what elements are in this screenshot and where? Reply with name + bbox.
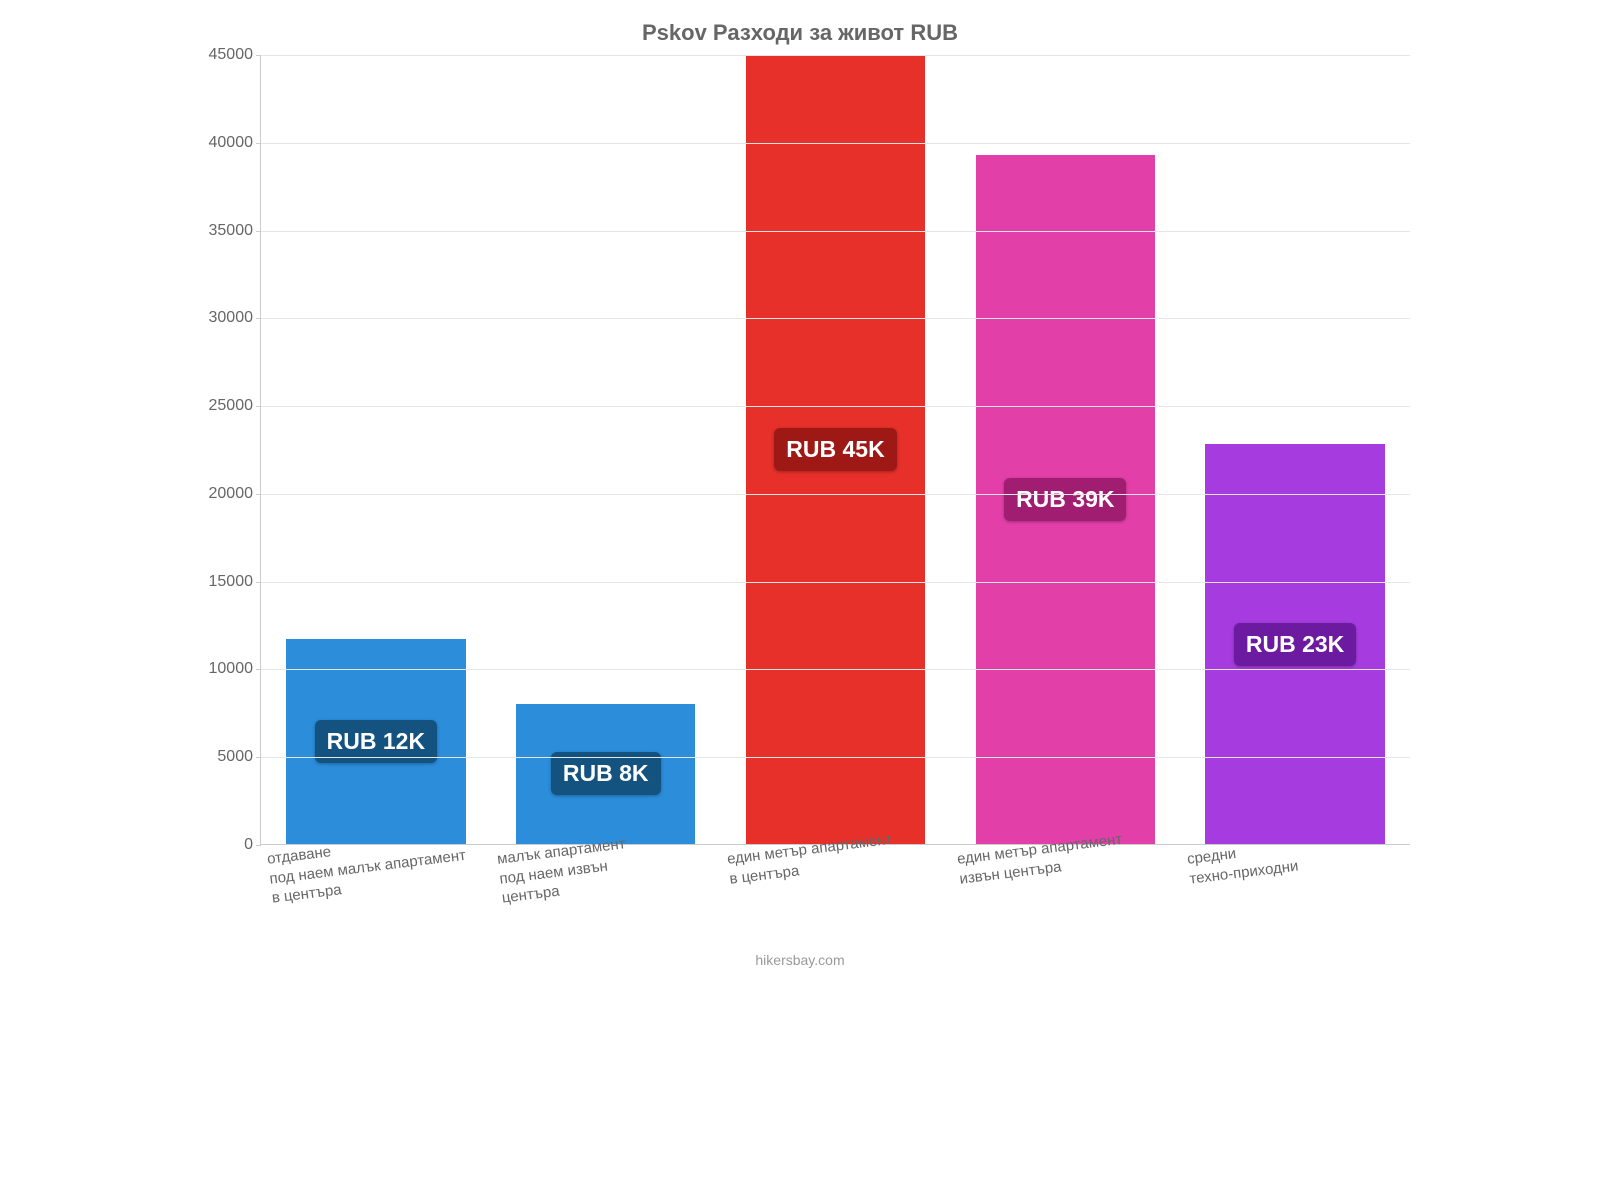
chart-container: Pskov Разходи за живот RUB RUB 12K RUB 8K… <box>160 0 1440 980</box>
y-tick-mark <box>256 318 261 319</box>
bar-value-label: RUB 45K <box>774 428 896 471</box>
bar-slot: RUB 23K <box>1180 55 1410 844</box>
y-tick-mark <box>256 757 261 758</box>
bar: RUB 45K <box>746 55 925 844</box>
y-tick-label: 5000 <box>217 748 253 766</box>
y-tick-mark <box>256 669 261 670</box>
grid-line <box>261 143 1410 144</box>
x-axis-label: малък апартамент под наем извън центъра <box>496 834 631 908</box>
y-tick-label: 25000 <box>209 397 254 415</box>
y-tick-mark <box>256 143 261 144</box>
bars-group: RUB 12K RUB 8K RUB 45K RUB 39K RUB 23K <box>261 55 1410 844</box>
y-tick-mark <box>256 845 261 846</box>
bar-value-label: RUB 39K <box>1004 478 1126 521</box>
y-tick-mark <box>256 55 261 56</box>
grid-line <box>261 757 1410 758</box>
bar-slot: RUB 12K <box>261 55 491 844</box>
y-tick-label: 15000 <box>209 573 254 591</box>
bar-slot: RUB 45K <box>721 55 951 844</box>
bar: RUB 23K <box>1205 444 1384 844</box>
y-tick-label: 35000 <box>209 222 254 240</box>
y-tick-label: 45000 <box>209 46 254 64</box>
grid-line <box>261 494 1410 495</box>
y-tick-label: 10000 <box>209 660 254 678</box>
y-tick-mark <box>256 582 261 583</box>
bar-value-label: RUB 8K <box>551 752 661 795</box>
y-tick-mark <box>256 231 261 232</box>
chart-title: Pskov Разходи за живот RUB <box>160 0 1440 56</box>
y-tick-label: 30000 <box>209 309 254 327</box>
bar-slot: RUB 39K <box>950 55 1180 844</box>
y-tick-label: 40000 <box>209 134 254 152</box>
y-tick-mark <box>256 494 261 495</box>
grid-line <box>261 669 1410 670</box>
grid-line <box>261 406 1410 407</box>
bar: RUB 39K <box>976 155 1155 844</box>
grid-line <box>261 582 1410 583</box>
credit-text: hikersbay.com <box>160 952 1440 968</box>
bar-value-label: RUB 23K <box>1234 623 1356 666</box>
y-tick-mark <box>256 406 261 407</box>
y-tick-label: 0 <box>244 836 253 854</box>
plot-area: RUB 12KRUB 8KRUB 45KRUB 39KRUB 23K 05000… <box>260 55 1410 845</box>
bar-slot: RUB 8K <box>491 55 721 844</box>
y-tick-label: 20000 <box>209 485 254 503</box>
grid-line <box>261 55 1410 56</box>
grid-line <box>261 318 1410 319</box>
grid-line <box>261 231 1410 232</box>
bar: RUB 8K <box>516 704 695 844</box>
